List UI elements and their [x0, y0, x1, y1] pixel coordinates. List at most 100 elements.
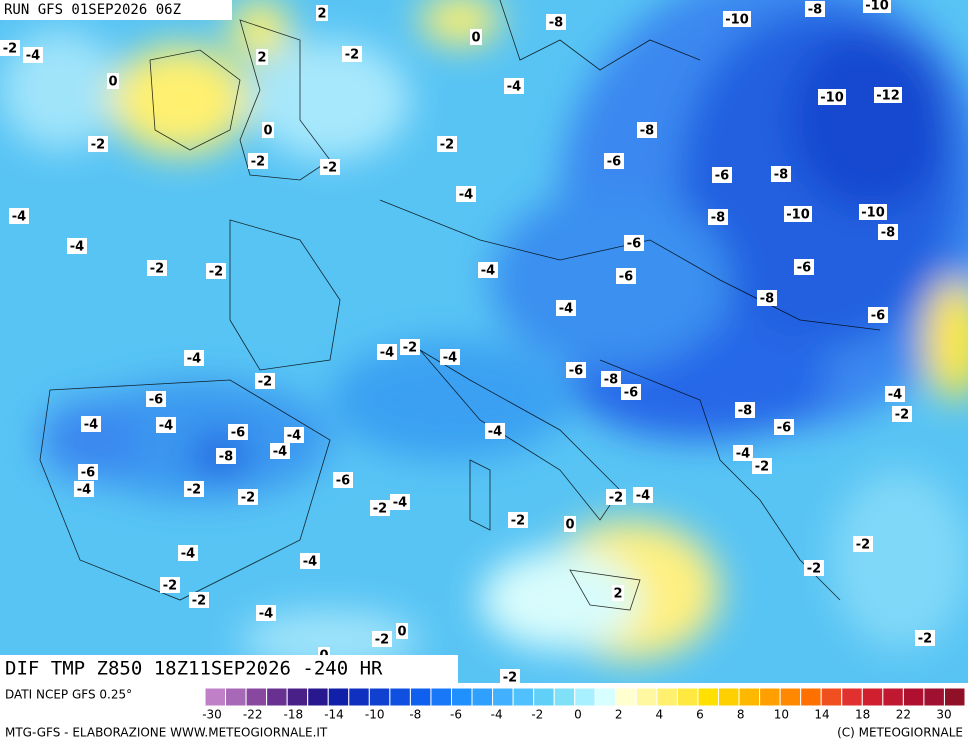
colorbar: -30 -22 -18 -14 -10 -8 -6 -4 -2 0 2 4 6 8 10 14 18 22 30: [202, 687, 966, 722]
colorbar-swatch: [841, 687, 863, 707]
colorbar-label: -30: [202, 708, 222, 722]
label-box: [88, 136, 108, 152]
contour-label: -6: [231, 426, 245, 441]
label-box: [437, 136, 457, 152]
credit-text: MTG-GFS - ELABORAZIONE WWW.METEOGIORNALE…: [5, 726, 328, 740]
colorbar-label: 6: [696, 708, 704, 722]
contour-label: -2: [192, 594, 206, 609]
contour-label: -6: [569, 364, 583, 379]
contour-label: -6: [777, 421, 791, 436]
colorbar-label: -14: [324, 708, 344, 722]
field-box: [0, 655, 458, 683]
label-box: [248, 153, 268, 169]
contour-label: -6: [715, 169, 729, 184]
label-box: [818, 89, 846, 105]
colorbar-swatch: [820, 687, 843, 707]
contour-label: -8: [711, 211, 725, 226]
contour-label: -10: [820, 91, 844, 106]
colorbar-swatch: [800, 687, 822, 707]
contour-label: -4: [84, 418, 98, 433]
contour-label: -2: [345, 48, 359, 63]
label-box: [774, 419, 794, 435]
contour-label: -4: [488, 425, 502, 440]
colorbar-swatch: [553, 687, 576, 707]
label-box: [370, 500, 390, 516]
colorbar-swatch: [512, 687, 535, 707]
contour-label: -4: [393, 496, 407, 511]
label-box: [892, 406, 912, 422]
contour-label: -4: [77, 483, 91, 498]
contour-label: 0: [397, 625, 406, 640]
contour-label: -2: [91, 138, 105, 153]
label-box: [508, 512, 528, 528]
contour-label: 2: [257, 51, 266, 66]
label-box: [228, 424, 248, 440]
label-box: [633, 487, 653, 503]
contour-label: -4: [507, 80, 521, 95]
run-box: [0, 0, 232, 20]
label-box: [238, 489, 258, 505]
label-box: [74, 481, 94, 497]
contour-label: 0: [565, 518, 574, 533]
colorbar-label: 10: [774, 708, 789, 722]
label-box: [300, 553, 320, 569]
colorbar-label: 18: [855, 708, 870, 722]
label-box: [0, 40, 20, 56]
contour-label: -2: [3, 42, 17, 57]
label-box: [564, 516, 576, 532]
label-box: [853, 536, 873, 552]
contour-label: -4: [736, 447, 750, 462]
label-box: [863, 0, 891, 13]
contour-label: -2: [163, 579, 177, 594]
label-box: [885, 386, 905, 402]
contour-label: -8: [738, 404, 752, 419]
contour-label: -4: [181, 547, 195, 562]
label-box: [400, 339, 420, 355]
colorbar-swatch: [882, 687, 904, 707]
label-box: [160, 577, 180, 593]
contour-label: -8: [604, 373, 618, 388]
contour-label: -6: [871, 309, 885, 324]
label-box: [712, 167, 732, 183]
label-box: [262, 122, 274, 138]
contour-label: -4: [559, 302, 573, 317]
colorbar-label: -18: [284, 708, 304, 722]
label-box: [478, 262, 498, 278]
contour-label: -4: [273, 445, 287, 460]
label-box: [556, 300, 576, 316]
label-box: [735, 402, 755, 418]
contour-label: -4: [70, 240, 84, 255]
contour-label: 2: [613, 587, 622, 602]
run-title: RUN GFS 01SEP2026 06Z: [4, 2, 181, 18]
contour-label: -6: [336, 474, 350, 489]
colorbar-swatch: [471, 687, 494, 707]
contour-label: -4: [459, 188, 473, 203]
contour-label: -6: [619, 270, 633, 285]
contour-label: -4: [380, 346, 394, 361]
contour-label: -2: [609, 491, 623, 506]
colorbar-label: 4: [656, 708, 664, 722]
colorbar-swatch: [430, 687, 452, 707]
colorbar-label: -22: [243, 708, 263, 722]
label-box: [67, 238, 87, 254]
label-box: [874, 87, 902, 103]
label-box: [733, 445, 753, 461]
colorbar-label: 22: [896, 708, 911, 722]
contour-label: -2: [187, 483, 201, 498]
colorbar-swatch: [204, 687, 227, 707]
colorbar-label: 2: [615, 708, 623, 722]
label-box: [146, 391, 166, 407]
colorbar-swatch: [656, 687, 678, 707]
colorbar-swatch: [327, 687, 350, 707]
contour-label: -12: [876, 89, 900, 104]
contour-label: -4: [187, 352, 201, 367]
label-box: [723, 11, 751, 27]
contour-label: -6: [607, 155, 621, 170]
contour-label: 2: [317, 7, 326, 22]
label-box: [504, 78, 524, 94]
label-box: [784, 206, 812, 222]
contour-label: -8: [640, 124, 654, 139]
label-box: [859, 204, 887, 220]
colorbar-swatch: [779, 687, 802, 707]
label-box: [377, 344, 397, 360]
